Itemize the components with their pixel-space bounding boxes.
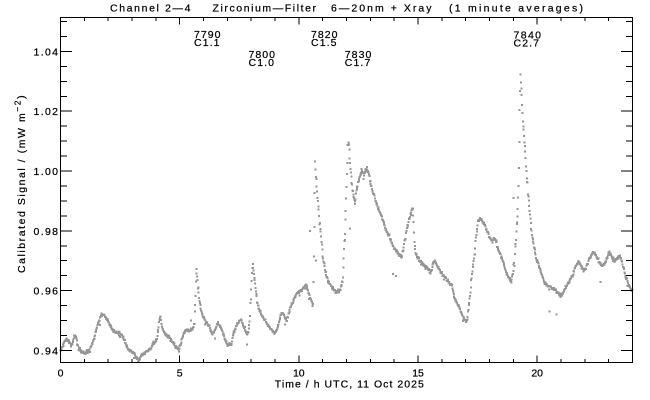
svg-text:0.94: 0.94 [34,345,59,357]
svg-text:7820: 7820 [311,29,338,41]
svg-text:Time / h UTC, 11 Oct 2025: Time / h UTC, 11 Oct 2025 [275,379,424,391]
svg-text:C1.5: C1.5 [311,37,337,49]
svg-text:1.00: 1.00 [34,166,59,178]
svg-text:Channel 2—4: Channel 2—4 [110,2,191,14]
svg-text:0.98: 0.98 [34,226,59,238]
svg-text:1.02: 1.02 [34,106,59,118]
svg-text:5: 5 [177,368,183,380]
svg-text:1.04: 1.04 [34,46,59,58]
svg-text:7790: 7790 [194,29,221,41]
svg-text:0.96: 0.96 [34,286,59,298]
svg-text:7840: 7840 [514,30,542,42]
svg-text:7830: 7830 [345,49,372,61]
svg-text:7800: 7800 [249,49,276,61]
svg-text:6—20nm + Xray: 6—20nm + Xray [331,2,432,14]
svg-text:C2.7: C2.7 [514,38,540,50]
svg-text:10: 10 [293,368,305,380]
svg-text:C1.1: C1.1 [194,37,220,49]
svg-text:15: 15 [412,368,424,380]
svg-text:C1.0: C1.0 [249,57,275,69]
svg-text:Calibrated Signal / (mW m−2): Calibrated Signal / (mW m−2) [13,94,28,273]
svg-text:C1.7: C1.7 [345,57,371,69]
svg-text:20: 20 [531,368,543,380]
svg-text:0: 0 [58,368,64,380]
svg-text:Zirconium—Filter: Zirconium—Filter [213,2,317,14]
